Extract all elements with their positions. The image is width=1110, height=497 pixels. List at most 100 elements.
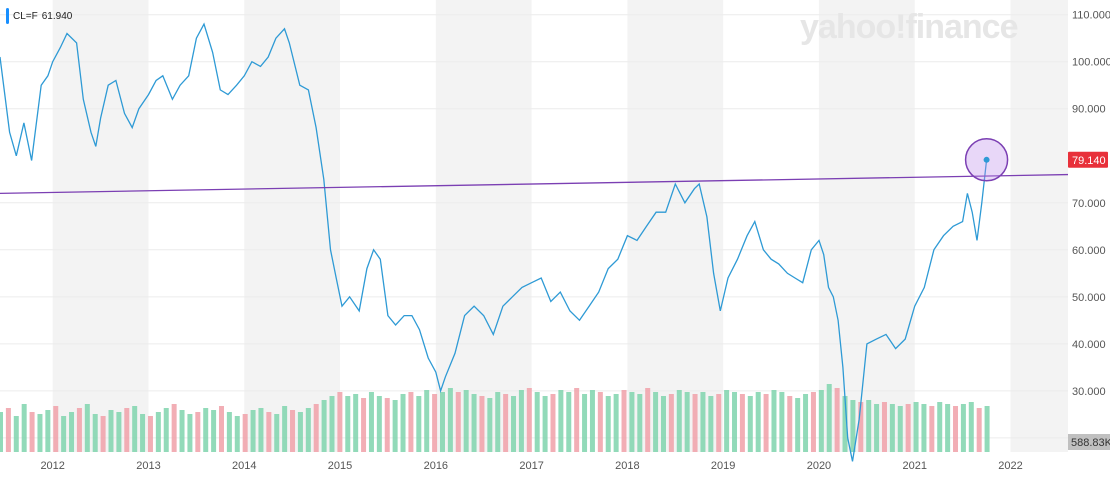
volume-bar: [84, 404, 90, 452]
volume-bar: [13, 416, 19, 452]
volume-bar: [518, 390, 524, 452]
year-band: [818, 0, 915, 452]
x-tick-label: 2017: [519, 460, 543, 472]
volume-bar: [203, 408, 209, 452]
volume-bar: [21, 404, 27, 452]
volume-bar: [155, 412, 161, 452]
volume-bar: [100, 416, 106, 452]
y-tick-label: 100.000: [1072, 57, 1110, 69]
horizontal-gridlines: [0, 14, 1068, 439]
volume-bar: [329, 396, 335, 452]
volume-bar: [550, 394, 556, 452]
volume-bar: [976, 408, 982, 452]
volume-bar: [810, 392, 816, 452]
volume-bar: [637, 394, 643, 452]
volume-bar: [361, 398, 367, 452]
volume-bar: [739, 394, 745, 452]
volume-bar: [266, 412, 272, 452]
volume-bar: [597, 392, 603, 452]
volume-bar: [826, 384, 832, 452]
y-tick-label: 30.000: [1072, 386, 1106, 398]
volume-bar: [424, 390, 430, 452]
volume-bar: [953, 406, 959, 452]
y-tick-label: 40.000: [1072, 339, 1106, 351]
year-band: [244, 0, 341, 452]
volume-bar: [708, 396, 714, 452]
year-band: [627, 0, 724, 452]
ticker-badge[interactable]: CL=F 61.940: [6, 8, 72, 24]
year-band: [52, 0, 149, 452]
volume-bar: [69, 412, 75, 452]
y-tick-label: 70.000: [1072, 198, 1106, 210]
volume-bar: [566, 392, 572, 452]
volume-bar: [345, 396, 351, 452]
volume-bar: [368, 392, 374, 452]
volume-bar: [511, 396, 517, 452]
volume-bar: [937, 402, 943, 452]
volume-bar: [645, 388, 651, 452]
volume-bar: [234, 416, 240, 452]
y-tick-label: 90.000: [1072, 104, 1106, 116]
volume-bar: [747, 396, 753, 452]
x-tick-label: 2018: [615, 460, 639, 472]
volume-bar: [874, 404, 880, 452]
y-tick-label: 110.000: [1072, 10, 1110, 22]
volume-bar: [629, 392, 635, 452]
volume-bar: [889, 404, 895, 452]
y-tick-label: 50.000: [1072, 292, 1106, 304]
ticker-symbol: CL=F: [13, 10, 38, 22]
price-line: [0, 22, 988, 462]
x-tick-label: 2012: [40, 460, 64, 472]
volume-bar: [61, 416, 67, 452]
volume-bar: [534, 392, 540, 452]
year-band: [435, 0, 532, 452]
volume-bar: [787, 396, 793, 452]
volume-bars: [0, 384, 990, 452]
volume-bar: [660, 396, 666, 452]
trend-line[interactable]: [0, 173, 1069, 195]
volume-bar: [447, 388, 453, 452]
x-tick-label: 2020: [807, 460, 831, 472]
volume-bar: [53, 406, 59, 452]
volume-bar: [866, 400, 872, 452]
volume-bar: [913, 402, 919, 452]
year-bands: [52, 0, 1068, 452]
volume-bar: [432, 394, 438, 452]
last-price-label: 79.140: [1072, 155, 1106, 167]
x-tick-label: 2014: [232, 460, 256, 472]
volume-bar: [881, 402, 887, 452]
volume-bar: [416, 396, 422, 452]
volume-bar: [589, 390, 595, 452]
volume-bar: [384, 398, 390, 452]
volume-bar: [605, 396, 611, 452]
volume-bar: [724, 390, 730, 452]
volume-bar: [5, 408, 11, 452]
volume-bar: [132, 406, 138, 452]
x-tick-label: 2013: [136, 460, 160, 472]
volume-bar: [834, 388, 840, 452]
volume-bar: [179, 410, 185, 452]
volume-bar: [187, 414, 193, 452]
volume-bar: [771, 390, 777, 452]
volume-bar: [558, 390, 564, 452]
x-axis-labels: 2012 2013 2014 2015 2016 2017 2018 2019 2020 2021…: [40, 460, 1022, 472]
volume-bar: [321, 400, 327, 452]
yahoo-finance-logo: yahoo!finance: [800, 8, 1018, 46]
volume-bar: [171, 404, 177, 452]
volume-bar: [582, 394, 588, 452]
volume-bar: [400, 394, 406, 452]
volume-bar: [274, 414, 280, 452]
year-band: [1010, 0, 1068, 452]
volume-bar: [755, 392, 761, 452]
volume-bar: [337, 392, 343, 452]
volume-bar: [45, 410, 51, 452]
volume-bar: [242, 414, 248, 452]
volume-bar: [226, 412, 232, 452]
axis-badges: 79.140 588.83K: [1068, 151, 1110, 450]
volume-bar: [850, 400, 856, 452]
volume-bar: [542, 396, 548, 452]
volume-bar: [945, 404, 951, 452]
volume-bar: [818, 390, 824, 452]
volume-bar: [897, 406, 903, 452]
